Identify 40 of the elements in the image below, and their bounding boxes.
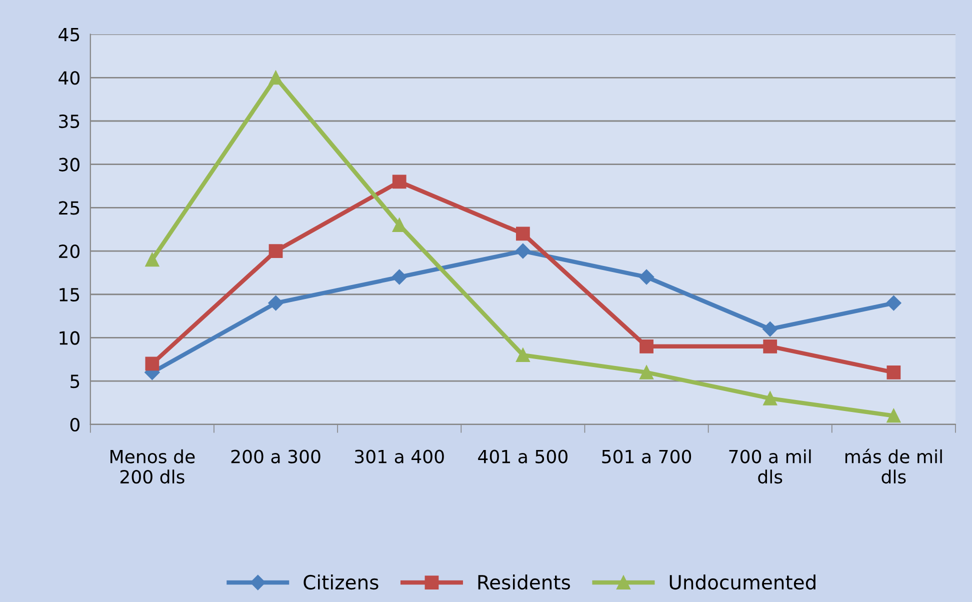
point [640, 339, 654, 354]
x-tick-label: Menos de 200 dls [110, 449, 195, 484]
x-tick-label: 501 a 700 [602, 450, 692, 464]
y-tick-label: 35 [59, 114, 80, 128]
y-tick-label: 5 [70, 374, 80, 388]
y-tick-label: 15 [60, 288, 80, 302]
point [392, 269, 407, 285]
point [268, 244, 283, 258]
y-tick-label: 45 [58, 28, 80, 42]
point [886, 295, 902, 311]
point [145, 252, 160, 267]
y-tick-label: 10 [60, 331, 80, 345]
y-tick-label: 30 [59, 158, 80, 172]
point [392, 174, 406, 189]
point [515, 243, 531, 259]
point [886, 365, 901, 380]
point [516, 226, 530, 241]
x-tick-label: 200 a 300 [231, 450, 320, 464]
point [268, 295, 284, 311]
point [763, 339, 778, 354]
x-tick-label: 700 a mil dls [729, 449, 811, 484]
legend-label: Residents [478, 574, 570, 590]
legend-label: Citizens [304, 574, 378, 590]
y-tick-label: 40 [58, 71, 80, 85]
point [392, 218, 406, 232]
point [640, 365, 654, 380]
point [638, 269, 654, 285]
point [886, 408, 901, 423]
point [762, 321, 778, 337]
x-tick-label: 301 a 400 [354, 450, 444, 464]
point [516, 348, 530, 362]
x-tick-label: 401 a 500 [478, 450, 568, 464]
legend-label: Undocumented [670, 574, 816, 590]
y-tick-label: 0 [70, 418, 80, 432]
point [268, 70, 283, 85]
x-tick-label: más de mil dls [845, 448, 942, 484]
point [145, 356, 160, 371]
y-tick-label: 25 [59, 201, 80, 215]
point [763, 391, 778, 406]
y-tick-label: 20 [59, 244, 80, 258]
